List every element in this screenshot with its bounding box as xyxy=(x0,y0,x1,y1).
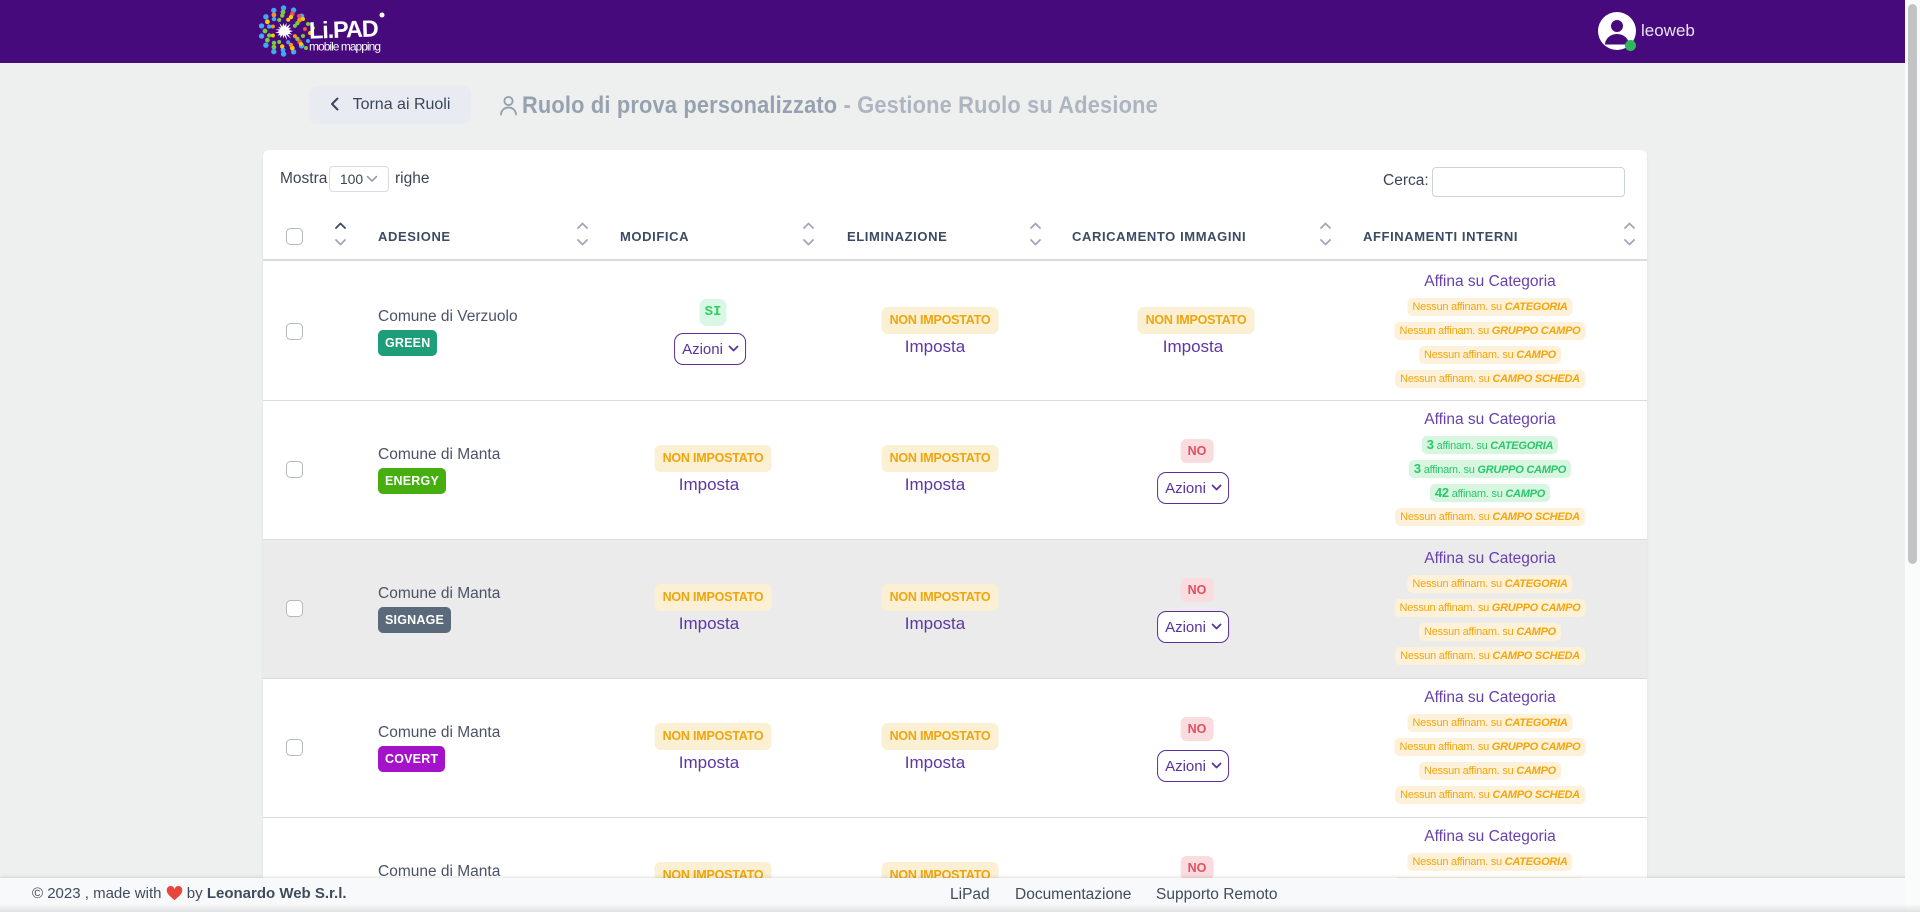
svg-text:Li.PAD: Li.PAD xyxy=(308,15,379,43)
svg-text:mobile mapping: mobile mapping xyxy=(309,40,381,54)
